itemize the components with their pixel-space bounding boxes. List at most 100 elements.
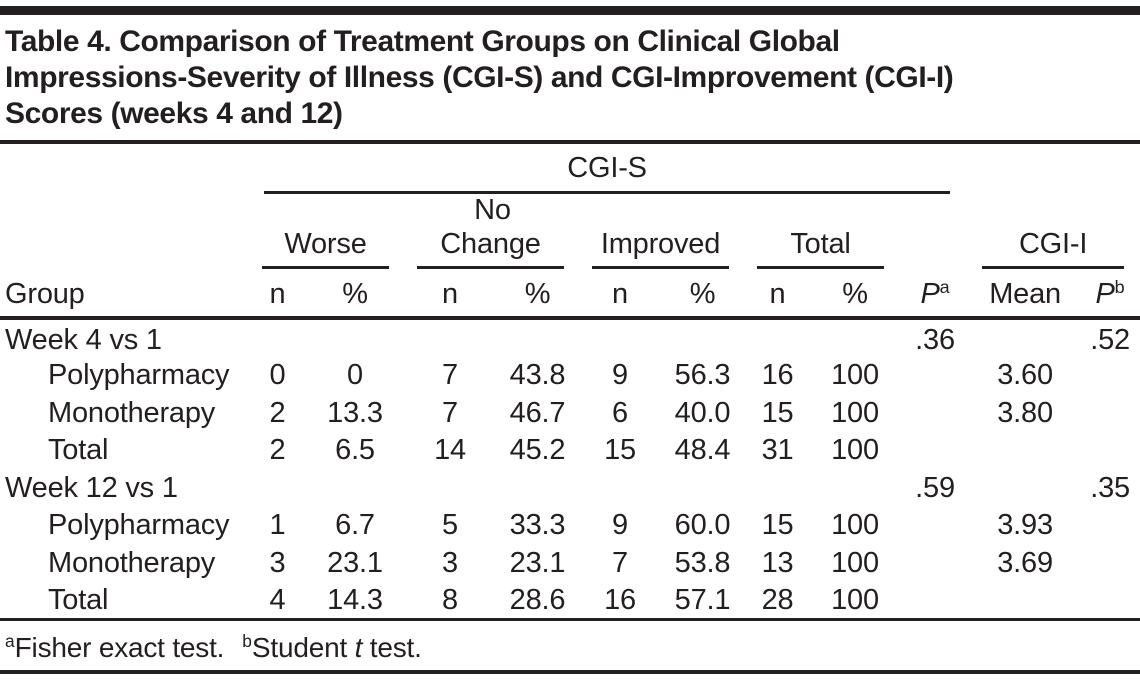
footnote-b-italic-t: t bbox=[354, 632, 363, 663]
header-row-no: No bbox=[0, 194, 1140, 228]
table-row: Polypharmacy 0 0 7 43.8 9 56.3 16 100 3.60 bbox=[0, 357, 1140, 395]
no-change-label: Change bbox=[440, 228, 541, 260]
title-divider-rule bbox=[0, 140, 1140, 144]
table-cell bbox=[810, 470, 900, 508]
table-cell bbox=[405, 318, 495, 357]
row-label: Total bbox=[48, 583, 109, 616]
table-cell: 14.3 bbox=[327, 583, 383, 616]
table-cell: 23.1 bbox=[327, 546, 383, 579]
top-bar-rule bbox=[0, 6, 1140, 15]
group-column-header: Group bbox=[5, 278, 85, 310]
table-cell bbox=[900, 395, 970, 433]
row-label: Week 4 vs 1 bbox=[5, 324, 162, 356]
table-cell: 16 bbox=[761, 359, 794, 392]
table-header: Group CGI-S No Worse Change bbox=[0, 144, 1140, 318]
header-row-measures: n % n % n % n % Pa Mean Pb bbox=[0, 269, 1140, 318]
table-cell: 3.69 bbox=[997, 546, 1053, 579]
table-cell: 40.0 bbox=[674, 396, 731, 429]
table-cell bbox=[900, 582, 970, 620]
table-cell bbox=[900, 507, 970, 545]
table-cell bbox=[1080, 432, 1140, 470]
worse-header: Worse bbox=[250, 228, 405, 269]
cgis-spanner-line: CGI-S bbox=[264, 152, 951, 194]
table-cell bbox=[250, 470, 305, 508]
table-cell: 14 bbox=[434, 434, 466, 467]
footnote-a-text: Fisher exact test. bbox=[14, 632, 225, 663]
row-label: Polypharmacy bbox=[48, 509, 230, 542]
total-pct-header: % bbox=[842, 278, 868, 310]
total-header: Total bbox=[745, 228, 900, 269]
table-cell bbox=[970, 318, 1080, 357]
table-cell bbox=[495, 318, 580, 357]
table-cell: 2 bbox=[269, 396, 286, 429]
table-cell: 1 bbox=[269, 509, 286, 542]
table-cell: 13.3 bbox=[327, 396, 383, 429]
table-row: Monotherapy 2 13.3 7 46.7 6 40.0 15 100 3.80 bbox=[0, 395, 1140, 433]
table-cell: 3 bbox=[269, 546, 286, 579]
total-underline: Total bbox=[757, 228, 884, 269]
table-cell: 100 bbox=[831, 396, 879, 429]
table-row: Total 4 14.3 8 28.6 16 57.1 28 100 bbox=[0, 582, 1140, 620]
table-cell: .35 bbox=[1090, 471, 1130, 504]
table-cell: 6 bbox=[612, 396, 628, 429]
table-cell: 56.3 bbox=[674, 359, 731, 392]
table-cell: 31 bbox=[761, 434, 794, 467]
header-spacer bbox=[900, 228, 970, 269]
comparison-table: Group CGI-S No Worse Change bbox=[0, 144, 1140, 621]
improved-pct-header: % bbox=[689, 278, 716, 310]
table-cell: 6.5 bbox=[335, 434, 375, 467]
table-figure: Table 4. Comparison of Treatment Groups … bbox=[0, 6, 1140, 674]
no-change-header: Change bbox=[405, 228, 580, 269]
title-line-1: Table 4. Comparison of Treatment Groups … bbox=[5, 25, 840, 58]
table-cell bbox=[1080, 395, 1140, 433]
worse-n-header: n bbox=[269, 278, 286, 310]
header-spacer bbox=[900, 194, 970, 228]
p-a-superscript: a bbox=[939, 277, 950, 298]
table-row: Polypharmacy 1 6.7 5 33.3 9 60.0 15 100 3.93 bbox=[0, 507, 1140, 545]
table-cell: 2 bbox=[269, 434, 286, 467]
table-cell bbox=[305, 318, 405, 357]
header-spacer bbox=[970, 144, 1140, 194]
table-cell: 3.60 bbox=[997, 359, 1053, 392]
table-cell: 100 bbox=[831, 434, 879, 467]
table-cell: 28.6 bbox=[509, 583, 566, 616]
table-cell: 0 bbox=[269, 359, 286, 392]
no-change-n-header: n bbox=[442, 278, 458, 310]
no-change-header-line1: No bbox=[474, 194, 511, 226]
table-cell: 100 bbox=[831, 359, 879, 392]
table-cell: 33.3 bbox=[509, 509, 566, 542]
bottom-rule bbox=[0, 670, 1140, 674]
table-cell bbox=[1080, 582, 1140, 620]
p-b-header: Pb bbox=[1080, 269, 1140, 318]
no-change-pct-header: % bbox=[524, 278, 551, 310]
table-cell bbox=[580, 318, 660, 357]
row-label: Week 12 vs 1 bbox=[5, 471, 178, 504]
table-cell: 3 bbox=[442, 546, 458, 579]
footnote-a-marker: a bbox=[5, 631, 15, 652]
table-cell: 15 bbox=[761, 396, 794, 429]
table-cell: 48.4 bbox=[674, 434, 731, 467]
table-cell: 4 bbox=[269, 583, 286, 616]
table-cell bbox=[660, 318, 745, 357]
title-line-3: Scores (weeks 4 and 12) bbox=[5, 97, 343, 130]
table-cell bbox=[970, 582, 1080, 620]
table-cell: 6.7 bbox=[335, 509, 375, 542]
p-b-symbol: P bbox=[1095, 278, 1115, 310]
table-cell: 7 bbox=[612, 546, 628, 579]
worse-underline: Worse bbox=[262, 228, 389, 269]
table-cell: .52 bbox=[1090, 324, 1130, 356]
table-cell bbox=[1080, 357, 1140, 395]
footnote-b-text-pre: Student bbox=[251, 632, 355, 663]
title-line-2: Impressions-Severity of Illness (CGI-S) … bbox=[5, 61, 954, 94]
table-cell: 0 bbox=[347, 359, 363, 392]
footnote-b-text-post: test. bbox=[362, 632, 422, 663]
header-spacer bbox=[970, 194, 1140, 228]
header-spacer bbox=[250, 194, 405, 228]
table-cell: .59 bbox=[915, 471, 955, 504]
table-cell: 15 bbox=[761, 509, 794, 542]
worse-label: Worse bbox=[284, 228, 367, 260]
improved-underline: Improved bbox=[592, 228, 729, 269]
worse-pct-header: % bbox=[342, 278, 368, 310]
table-cell bbox=[900, 357, 970, 395]
table-cell bbox=[970, 432, 1080, 470]
